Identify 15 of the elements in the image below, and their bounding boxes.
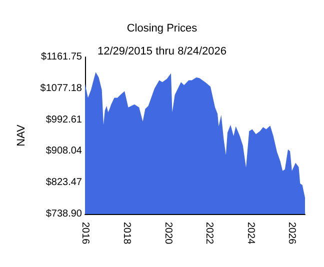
y-tick-label: $738.90 — [46, 208, 82, 220]
y-tick-label: $908.04 — [46, 146, 82, 157]
x-tick-label: 2024 — [244, 222, 256, 245]
x-tick-label: 2020 — [162, 222, 174, 245]
y-tick-label: $823.47 — [46, 177, 82, 188]
x-tick-label: 2016 — [80, 222, 91, 245]
x-tick-label: 2018 — [121, 222, 132, 245]
chart-subtitle: 12/29/2015 thru 8/24/2026 — [97, 46, 227, 58]
y-tick-label: $992.61 — [46, 114, 82, 126]
y-axis-title: NAV — [16, 124, 28, 146]
x-tick-label: 2026 — [286, 222, 298, 245]
x-tick-label: 2022 — [204, 222, 215, 245]
chart-title: Closing Prices — [126, 22, 198, 34]
y-tick-label: $1077.18 — [40, 82, 82, 94]
y-tick-label: $1161.75 — [41, 52, 82, 62]
